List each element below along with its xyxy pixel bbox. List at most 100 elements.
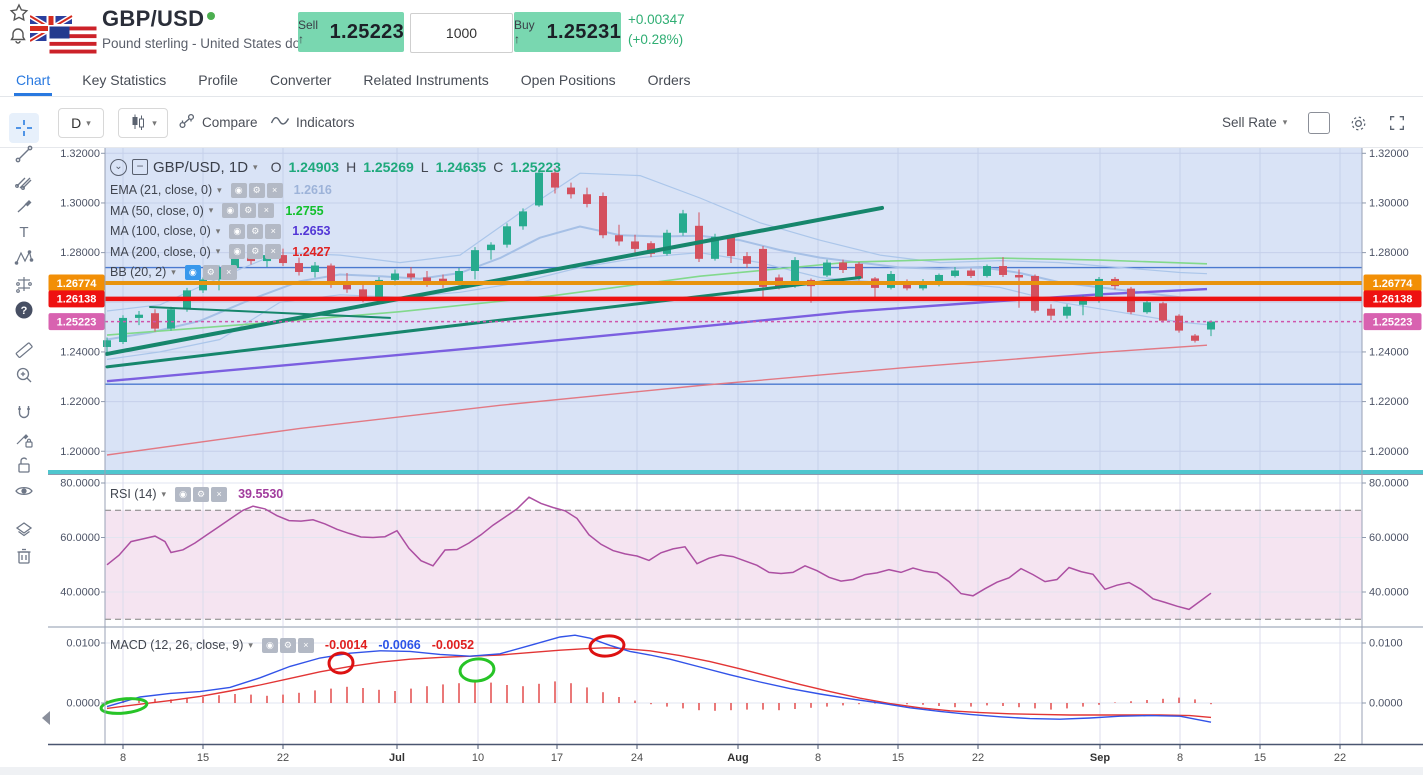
chevron-down-icon: ▾: [1282, 116, 1288, 127]
chart-option-checkbox[interactable]: [1308, 112, 1330, 134]
svg-text:1.26774: 1.26774: [1373, 278, 1414, 290]
svg-text:1.28000: 1.28000: [1369, 247, 1409, 259]
overlay-ema-21: [106, 225, 1208, 341]
measure-ruler-tool[interactable]: [11, 336, 37, 362]
overlay-ma-50: [106, 257, 1208, 336]
gear-icon[interactable]: ⚙: [247, 223, 264, 239]
buy-button[interactable]: Buy ↑ 1.25231: [514, 12, 621, 52]
brush-tool[interactable]: [11, 193, 37, 219]
help-icon[interactable]: ?: [11, 297, 37, 323]
eye-icon[interactable]: ◉: [230, 182, 247, 198]
compare-button[interactable]: Compare: [178, 108, 258, 136]
tab-orders[interactable]: Orders: [647, 71, 691, 88]
svg-text:1.26138: 1.26138: [1373, 294, 1413, 306]
market-open-dot: [207, 12, 215, 20]
close-icon[interactable]: ×: [220, 264, 237, 280]
gear-icon[interactable]: ⚙: [193, 486, 210, 502]
alert-bell-icon[interactable]: [8, 26, 28, 51]
amount-input[interactable]: [410, 13, 513, 53]
eye-icon[interactable]: ◉: [261, 637, 278, 653]
gear-icon[interactable]: ⚙: [240, 203, 257, 219]
chevron-down-icon: ▾: [217, 184, 222, 195]
symbol-title: GBP/USD: [102, 6, 205, 31]
tab-related-instruments[interactable]: Related Instruments: [363, 71, 489, 88]
eye-icon[interactable]: ◉: [229, 223, 246, 239]
gear-icon[interactable]: ⚙: [247, 244, 264, 260]
chevron-down-icon: ▾: [161, 488, 167, 499]
layers-icon[interactable]: [11, 517, 37, 543]
svg-text:1.26138: 1.26138: [57, 294, 97, 306]
macd-signal-value: -0.0052: [431, 638, 475, 653]
svg-text:60.0000: 60.0000: [1369, 532, 1409, 544]
ma100-value: 1.2653: [292, 224, 331, 239]
eye-icon[interactable]: ◉: [222, 203, 239, 219]
svg-text:1.26774: 1.26774: [57, 278, 98, 290]
magnet-tool[interactable]: [11, 400, 37, 426]
hand-drawn-circle: [458, 657, 496, 683]
svg-text:24: 24: [631, 752, 643, 764]
crosshair-tool[interactable]: [9, 113, 39, 143]
zoom-in-tool[interactable]: [11, 362, 37, 388]
sell-button[interactable]: Sell ↑ 1.25223: [298, 12, 404, 52]
gear-icon[interactable]: ⚙: [248, 182, 265, 198]
pane-collapse-arrow[interactable]: [42, 711, 50, 725]
tab-key-statistics[interactable]: Key Statistics: [82, 71, 167, 88]
indicators-button[interactable]: Indicators: [270, 108, 355, 136]
svg-text:Jul: Jul: [389, 752, 405, 764]
interval-dropdown[interactable]: D ▾: [58, 108, 104, 138]
svg-text:1.28000: 1.28000: [60, 247, 100, 259]
eye-icon[interactable]: ◉: [184, 264, 201, 280]
tab-chart[interactable]: Chart: [14, 66, 53, 96]
chevron-down-icon: ▾: [253, 161, 258, 172]
close-icon[interactable]: ×: [258, 203, 275, 219]
svg-text:T: T: [19, 224, 28, 241]
tab-open-positions[interactable]: Open Positions: [520, 71, 616, 88]
svg-text:1.20000: 1.20000: [60, 446, 100, 458]
projection-tool[interactable]: [11, 271, 37, 297]
draw-lock-tool[interactable]: [11, 426, 37, 452]
us-flag: [48, 25, 98, 55]
svg-text:10: 10: [472, 752, 484, 764]
text-tool[interactable]: T: [11, 219, 37, 245]
fullscreen-icon[interactable]: [1385, 111, 1409, 135]
xabcd-pattern-tool[interactable]: [11, 245, 37, 271]
close-icon[interactable]: ×: [266, 182, 283, 198]
svg-text:15: 15: [892, 752, 904, 764]
indicator-row-ema21: EMA (21, close, 0) ▾ ◉ ⚙ × 1.2616: [110, 182, 332, 198]
price-change: +0.00347 (+0.28%): [628, 10, 685, 50]
chevron-down-icon: ▾: [215, 246, 221, 257]
svg-text:22: 22: [1334, 752, 1346, 764]
close-icon[interactable]: ×: [211, 486, 228, 502]
indicators-wave-icon: [270, 114, 290, 131]
currency-pair-flags: [28, 13, 100, 61]
trash-icon[interactable]: [11, 543, 37, 569]
legend-collapse-icon[interactable]: ⌄: [110, 158, 127, 176]
legend-minimize-icon[interactable]: −: [132, 159, 148, 175]
hand-drawn-circle: [327, 651, 355, 675]
svg-text:1.20000: 1.20000: [1369, 446, 1409, 458]
favorite-star-icon[interactable]: [9, 3, 29, 28]
close-value: 1.25223: [510, 159, 561, 175]
tab-converter[interactable]: Converter: [269, 71, 332, 88]
close-icon[interactable]: ×: [265, 223, 282, 239]
symbol-interval-label[interactable]: GBP/USD, 1D: [153, 158, 249, 176]
eye-icon[interactable]: ◉: [175, 486, 192, 502]
eye-icon[interactable]: ◉: [229, 244, 246, 260]
rate-type-dropdown[interactable]: Sell Rate ▾: [1222, 114, 1288, 130]
tab-profile[interactable]: Profile: [198, 71, 238, 88]
svg-text:Aug: Aug: [727, 752, 748, 764]
gear-icon[interactable]: ⚙: [202, 264, 219, 280]
svg-text:1.22000: 1.22000: [60, 396, 100, 408]
close-icon[interactable]: ×: [265, 244, 282, 260]
gear-icon[interactable]: ⚙: [279, 637, 296, 653]
candlestick-icon: [129, 113, 147, 134]
pitchfork-tool[interactable]: [11, 167, 37, 193]
gear-icon[interactable]: [1346, 111, 1370, 135]
lock-tool[interactable]: [11, 452, 37, 478]
hide-drawings-eye-icon[interactable]: [11, 478, 37, 504]
close-icon[interactable]: ×: [297, 637, 314, 653]
change-absolute: +0.00347: [628, 12, 685, 27]
trend-line-tool[interactable]: [11, 141, 37, 167]
chart-style-dropdown[interactable]: ▾: [118, 108, 168, 138]
